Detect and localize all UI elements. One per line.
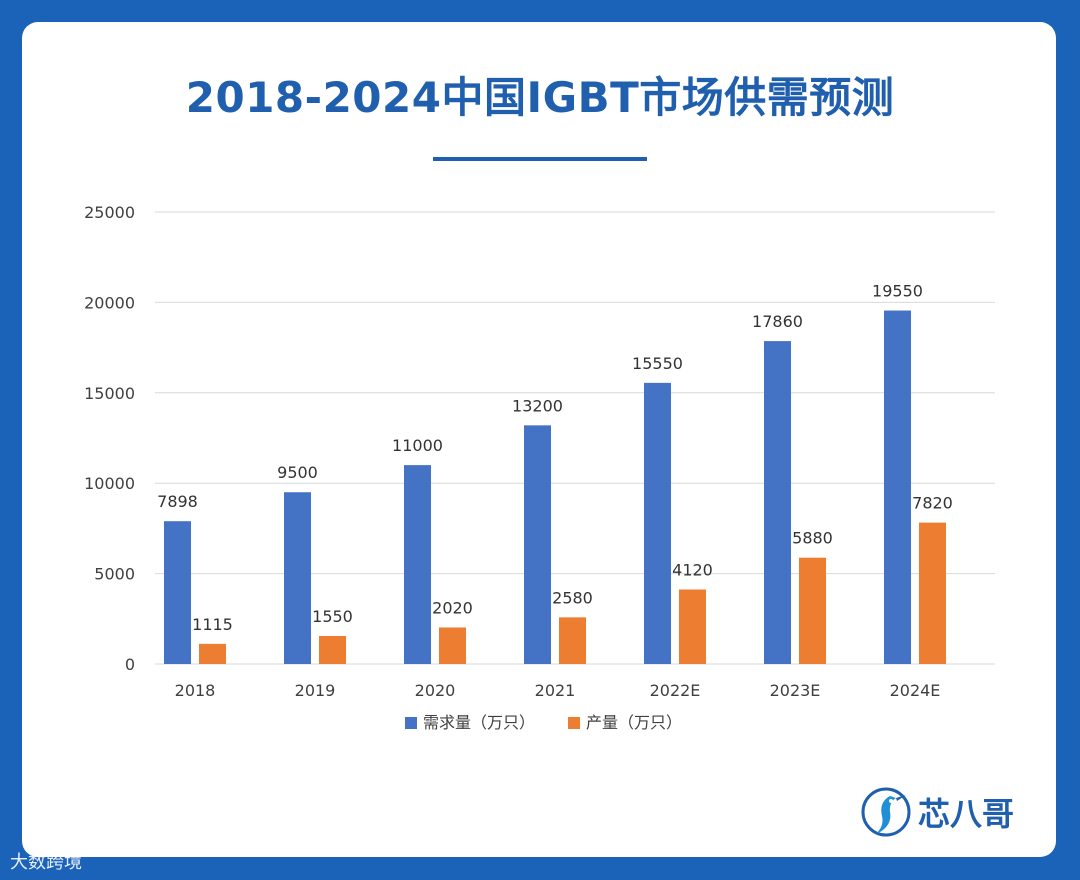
demand-data-label: 19550 [872, 282, 923, 301]
x-tick-label: 2024E [890, 681, 941, 700]
production-bar [799, 557, 826, 664]
demand-data-label: 13200 [512, 396, 563, 415]
x-tick-label: 2022E [650, 681, 701, 700]
x-axis-ticks: 2018 2019 2020 2021 2022E 2023E 2024E [175, 681, 941, 700]
title-underline [433, 157, 647, 161]
demand-bar [164, 521, 191, 664]
footer-watermark: 大数跨境 [10, 852, 82, 873]
x-tick-label: 2023E [770, 681, 821, 700]
legend-label-demand: 需求量（万只） [423, 713, 535, 732]
legend-label-production: 产量（万只） [586, 713, 682, 732]
brand-name: 芯八哥 [918, 795, 1015, 833]
y-tick-label: 15000 [84, 384, 135, 403]
x-tick-label: 2019 [295, 681, 336, 700]
legend-swatch-demand [405, 717, 417, 729]
legend: 需求量（万只） 产量（万只） [405, 713, 682, 732]
demand-data-label: 9500 [277, 463, 318, 482]
kingfisher-bird-icon [861, 787, 911, 837]
demand-bar [884, 310, 911, 664]
brand-logo: 芯八哥 [860, 786, 1014, 838]
demand-bar [644, 382, 671, 664]
y-tick-label: 25000 [84, 203, 135, 222]
production-bar [199, 643, 226, 664]
x-tick-label: 2021 [535, 681, 576, 700]
data-labels: 7898 1115 9500 1550 11000 2020 13200 2580 15550 4… [157, 282, 953, 634]
demand-data-label: 15550 [632, 354, 683, 373]
y-tick-label: 20000 [84, 293, 135, 312]
demand-data-label: 7898 [157, 492, 198, 511]
demand-data-label: 11000 [392, 436, 443, 455]
production-bar [679, 589, 706, 664]
production-data-label: 2020 [432, 598, 473, 617]
demand-bar [284, 492, 311, 664]
y-tick-label: 0 [125, 655, 135, 674]
demand-data-label: 17860 [752, 312, 803, 331]
production-data-label: 1550 [312, 607, 353, 626]
production-data-label: 2580 [552, 588, 593, 607]
chart-title: 2018-2024中国IGBT市场供需预测 [185, 73, 895, 122]
production-bar [439, 627, 466, 664]
production-data-label: 1115 [192, 615, 233, 634]
production-bar [919, 522, 946, 664]
bars [164, 310, 946, 664]
x-tick-label: 2018 [175, 681, 216, 700]
demand-bar [404, 465, 431, 664]
y-tick-label: 5000 [94, 565, 135, 584]
legend-swatch-production [568, 717, 580, 729]
demand-bar [524, 425, 551, 664]
demand-bar [764, 341, 791, 664]
x-tick-label: 2020 [415, 681, 456, 700]
production-data-label: 5880 [792, 529, 833, 548]
production-data-label: 7820 [912, 494, 953, 513]
y-tick-label: 10000 [84, 474, 135, 493]
production-bar [559, 617, 586, 664]
production-bar [319, 635, 346, 664]
y-axis-ticks: 0 5000 10000 15000 20000 25000 [84, 203, 135, 674]
production-data-label: 4120 [672, 561, 713, 580]
